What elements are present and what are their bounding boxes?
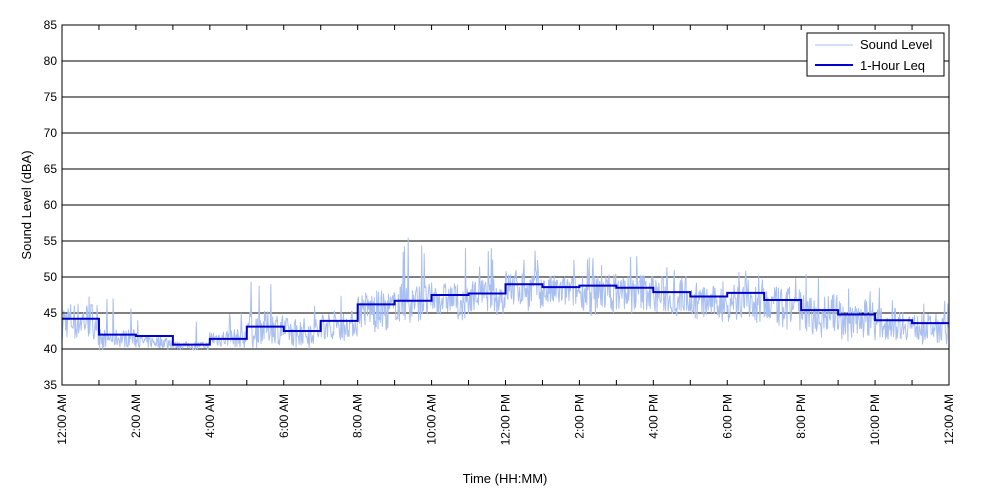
x-tick-label: 8:00 PM <box>794 394 808 439</box>
x-tick-label: 10:00 PM <box>868 394 882 445</box>
x-tick-label: 8:00 AM <box>351 394 365 438</box>
y-tick-label: 50 <box>44 270 58 284</box>
legend: Sound Level 1-Hour Leq <box>806 32 945 77</box>
x-tick-label: 12:00 PM <box>499 394 513 445</box>
y-tick-label: 75 <box>44 90 58 104</box>
x-tick-label: 12:00 AM <box>55 394 69 445</box>
x-axis-label: Time (HH:MM) <box>463 471 548 486</box>
x-tick-label: 2:00 AM <box>129 394 143 438</box>
x-tick-label: 12:00 AM <box>942 394 956 445</box>
x-tick-label: 4:00 PM <box>646 394 660 439</box>
legend-label-leq: 1-Hour Leq <box>860 58 925 73</box>
y-axis-label: Sound Level (dBA) <box>19 150 34 259</box>
y-tick-label: 45 <box>44 306 58 320</box>
y-tick-label: 55 <box>44 234 58 248</box>
x-tick-label: 6:00 AM <box>277 394 291 438</box>
y-tick-label: 60 <box>44 198 58 212</box>
x-tick-label: 10:00 AM <box>425 394 439 445</box>
y-tick-label: 70 <box>44 126 58 140</box>
legend-box <box>806 32 945 77</box>
x-tick-label: 6:00 PM <box>720 394 734 439</box>
x-tick-label: 2:00 PM <box>572 394 586 439</box>
y-axis-ticks: 35 40 45 50 55 60 65 70 75 80 85 <box>44 18 67 392</box>
x-axis-ticks: 12:00 AM 2:00 AM 4:00 AM 6:00 AM 8:00 AM 10:0… <box>55 25 956 445</box>
y-tick-label: 85 <box>44 18 58 32</box>
legend-label-sound-level: Sound Level <box>860 37 932 52</box>
y-tick-label: 80 <box>44 54 58 68</box>
y-tick-label: 40 <box>44 342 58 356</box>
y-tick-label: 65 <box>44 162 58 176</box>
x-tick-label: 4:00 AM <box>203 394 217 438</box>
leq-step-line <box>62 283 949 346</box>
leq-series <box>62 283 949 346</box>
y-tick-label: 35 <box>44 378 58 392</box>
grid-lines <box>62 60 949 350</box>
